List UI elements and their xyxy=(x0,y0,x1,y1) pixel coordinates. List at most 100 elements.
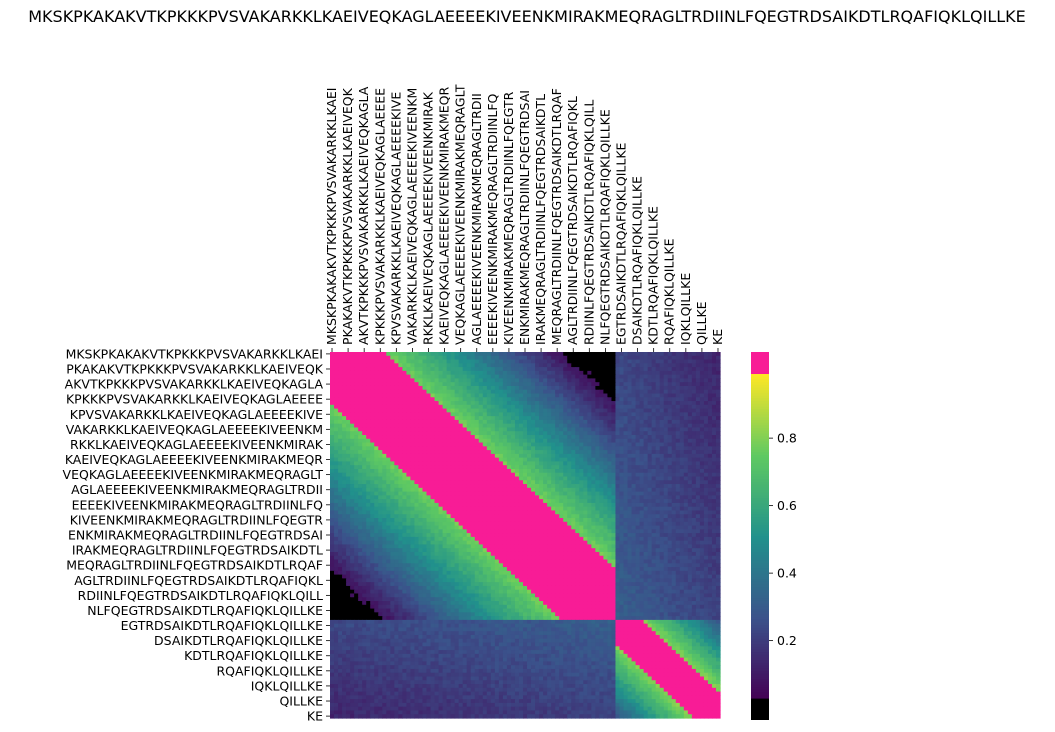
heatmap-cell xyxy=(466,514,472,519)
heatmap-cell xyxy=(599,389,604,395)
heatmap-cell xyxy=(494,544,500,549)
heatmap-cell xyxy=(679,461,685,466)
heatmap-cell xyxy=(506,533,512,538)
heatmap-cell xyxy=(358,446,363,451)
heatmap-cell xyxy=(502,367,508,372)
heatmap-cell xyxy=(438,397,444,402)
heatmap-cell xyxy=(370,450,375,455)
heatmap-cell xyxy=(699,404,705,410)
heatmap-cell xyxy=(330,450,335,455)
heatmap-cell xyxy=(679,465,685,470)
heatmap-cell xyxy=(342,435,347,440)
heatmap-cell xyxy=(687,514,693,519)
heatmap-cell xyxy=(559,404,564,410)
heatmap-cell xyxy=(687,487,693,493)
heatmap-cell xyxy=(342,408,347,413)
heatmap-cell xyxy=(647,495,653,500)
heatmap-cell xyxy=(410,385,416,391)
heatmap-cell xyxy=(354,480,359,485)
heatmap-cell xyxy=(334,393,339,398)
heatmap-cell xyxy=(671,435,677,440)
heatmap-cell xyxy=(643,382,649,387)
heatmap-cell xyxy=(518,506,524,512)
heatmap-cell xyxy=(655,506,661,512)
heatmap-cell xyxy=(486,480,492,485)
heatmap-cell xyxy=(510,397,516,402)
heatmap-cell xyxy=(587,468,592,474)
heatmap-cell xyxy=(643,404,649,410)
heatmap-cell xyxy=(366,453,371,459)
heatmap-cell xyxy=(438,461,444,466)
heatmap-cell xyxy=(615,450,621,455)
heatmap-cell xyxy=(502,397,508,402)
heatmap-cell xyxy=(647,499,653,504)
heatmap-cell xyxy=(539,408,544,413)
heatmap-cell xyxy=(426,408,432,413)
heatmap-cell xyxy=(603,404,609,410)
heatmap-cell xyxy=(647,359,653,364)
heatmap-cell xyxy=(567,382,572,387)
heatmap-cell xyxy=(599,465,604,470)
heatmap-cell xyxy=(627,468,633,474)
heatmap-cell xyxy=(687,438,693,444)
heatmap-cell xyxy=(466,446,472,451)
heatmap-cell xyxy=(527,536,532,542)
heatmap-cell xyxy=(567,385,572,391)
heatmap-cell xyxy=(659,431,665,436)
heatmap-cell xyxy=(535,502,540,508)
heatmap-cell xyxy=(374,525,379,530)
heatmap-cell xyxy=(643,465,649,470)
heatmap-cell xyxy=(370,499,375,504)
heatmap-cell xyxy=(414,457,420,463)
heatmap-cell xyxy=(551,525,556,530)
heatmap-cell xyxy=(394,506,399,512)
heatmap-cell xyxy=(438,355,444,361)
heatmap-cell xyxy=(711,401,717,406)
heatmap-cell xyxy=(370,533,375,538)
heatmap-cell xyxy=(350,472,355,478)
heatmap-cell xyxy=(611,540,617,546)
heatmap-cell xyxy=(707,476,713,481)
heatmap-cell xyxy=(418,461,424,466)
heatmap-cell xyxy=(386,518,391,523)
heatmap-cell xyxy=(486,484,492,489)
heatmap-cell xyxy=(362,442,367,447)
heatmap-cell xyxy=(390,514,395,519)
heatmap-cell xyxy=(474,401,480,406)
heatmap-cell xyxy=(506,397,512,402)
heatmap-cell xyxy=(659,389,665,395)
heatmap-cell xyxy=(571,370,576,376)
heatmap-cell xyxy=(446,502,452,508)
heatmap-cell xyxy=(386,401,391,406)
heatmap-cell xyxy=(543,401,548,406)
heatmap-cell xyxy=(663,355,669,361)
heatmap-cell xyxy=(711,450,717,455)
heatmap-cell xyxy=(430,359,436,364)
heatmap-cell xyxy=(599,363,604,368)
heatmap-cell xyxy=(583,499,588,504)
heatmap-cell xyxy=(438,427,444,432)
heatmap-cell xyxy=(370,359,375,364)
heatmap-cell xyxy=(358,521,363,527)
heatmap-cell xyxy=(374,457,379,463)
heatmap-cell xyxy=(438,484,444,489)
heatmap-cell xyxy=(370,521,375,527)
heatmap-cell xyxy=(458,510,464,515)
heatmap-cell xyxy=(563,355,568,361)
heatmap-cell xyxy=(494,484,500,489)
heatmap-cell xyxy=(442,408,448,413)
heatmap-cell xyxy=(450,419,456,425)
heatmap-cell xyxy=(547,491,552,496)
heatmap-cell xyxy=(631,419,637,425)
heatmap-cell xyxy=(490,518,496,523)
heatmap-cell xyxy=(478,472,484,478)
heatmap-cell xyxy=(414,401,420,406)
heatmap-cell xyxy=(498,446,504,451)
heatmap-cell xyxy=(458,359,464,364)
heatmap-cell xyxy=(370,529,375,534)
heatmap-cell xyxy=(655,450,661,455)
heatmap-cell xyxy=(414,521,420,527)
heatmap-cell xyxy=(551,397,556,402)
heatmap-cell xyxy=(426,363,432,368)
heatmap-cell xyxy=(358,450,363,455)
